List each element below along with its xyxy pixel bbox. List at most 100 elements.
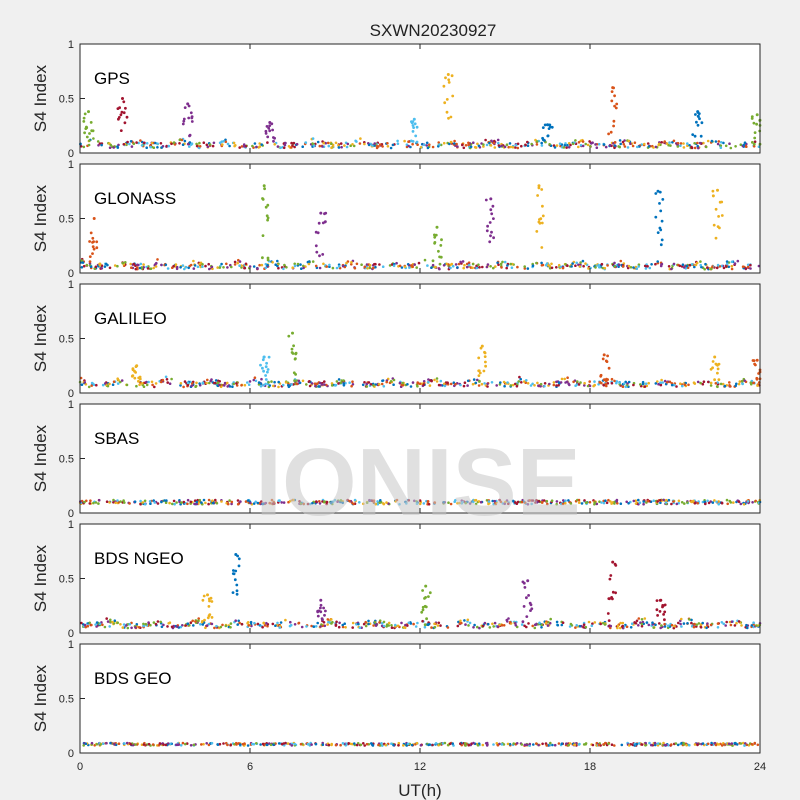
data-point — [426, 264, 429, 267]
data-point — [326, 141, 330, 145]
data-point — [621, 265, 625, 268]
data-point — [132, 142, 136, 146]
spike-point — [423, 597, 426, 600]
data-point — [226, 266, 229, 269]
spike-point — [82, 120, 86, 123]
data-point — [190, 142, 194, 145]
data-point — [643, 264, 647, 268]
data-point — [616, 624, 620, 627]
data-point — [223, 381, 227, 385]
spike-point — [235, 589, 239, 593]
data-point — [423, 143, 426, 147]
data-point — [448, 742, 452, 746]
data-point — [195, 142, 198, 146]
spike-peak — [716, 188, 719, 192]
data-point — [142, 263, 145, 266]
spike-point — [293, 379, 296, 382]
data-point — [688, 144, 691, 147]
data-point — [200, 743, 203, 746]
data-point — [193, 264, 197, 267]
spike-point — [272, 139, 275, 143]
data-point — [545, 744, 548, 747]
spike-point — [324, 609, 327, 613]
data-point — [568, 742, 572, 745]
data-point — [693, 142, 696, 145]
spike-point — [714, 207, 718, 211]
data-point — [638, 145, 641, 148]
spike-point — [720, 200, 724, 204]
spike-point — [189, 111, 193, 115]
data-point — [370, 499, 374, 503]
data-point — [474, 381, 478, 385]
spike-point — [655, 599, 659, 602]
data-point — [192, 259, 195, 263]
data-point — [229, 743, 232, 747]
data-point — [566, 143, 569, 147]
data-point — [717, 502, 720, 506]
data-point — [431, 743, 434, 747]
data-point — [234, 619, 237, 622]
data-point — [525, 379, 528, 382]
data-point — [392, 264, 396, 268]
data-point — [437, 383, 441, 387]
panel-label: SBAS — [94, 429, 139, 448]
data-point — [204, 501, 207, 505]
data-point — [101, 623, 104, 627]
spike-peak — [412, 117, 416, 121]
data-point — [688, 263, 692, 267]
data-point — [441, 742, 445, 745]
data-point — [183, 139, 187, 143]
data-point — [610, 743, 614, 746]
data-point — [132, 262, 136, 266]
data-point — [533, 384, 536, 387]
data-point — [593, 380, 596, 383]
data-point — [318, 502, 322, 505]
data-point — [507, 145, 511, 149]
data-point — [523, 380, 526, 383]
data-point — [627, 264, 631, 268]
data-point — [109, 620, 112, 624]
data-point — [613, 744, 616, 747]
data-point — [396, 624, 400, 628]
data-point — [248, 265, 252, 268]
data-point — [618, 139, 622, 142]
data-point — [461, 143, 464, 147]
data-point — [750, 624, 754, 627]
spike-peak — [262, 184, 266, 188]
data-point — [509, 145, 512, 149]
data-point — [492, 625, 496, 628]
data-point — [587, 620, 591, 624]
data-point — [471, 262, 475, 266]
data-point — [130, 626, 133, 630]
data-point — [458, 622, 462, 625]
data-point — [415, 502, 419, 506]
data-point — [193, 502, 196, 506]
data-point — [746, 265, 750, 269]
data-point — [105, 500, 109, 504]
data-point — [453, 500, 457, 504]
data-point — [752, 145, 756, 148]
data-point — [719, 144, 723, 147]
data-point — [704, 262, 707, 266]
spike-point — [415, 140, 419, 144]
data-point — [166, 381, 169, 384]
data-point — [663, 140, 666, 143]
spike-point — [540, 246, 544, 249]
data-point — [515, 384, 519, 388]
data-point — [747, 744, 751, 747]
data-point — [260, 263, 264, 267]
data-point — [597, 263, 600, 267]
data-point — [314, 625, 318, 628]
spike-point — [714, 236, 718, 240]
spike-point — [607, 132, 610, 136]
spike-point — [124, 106, 127, 110]
data-point — [255, 145, 258, 149]
series-points — [78, 498, 762, 506]
data-point — [557, 384, 560, 387]
data-point — [368, 498, 371, 502]
data-point — [532, 743, 535, 746]
spike-point — [231, 572, 235, 575]
data-point — [562, 499, 565, 502]
data-point — [164, 375, 168, 379]
